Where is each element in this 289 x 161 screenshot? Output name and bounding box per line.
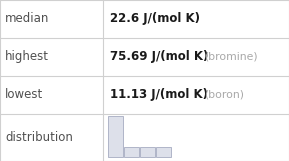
Bar	[156, 147, 171, 157]
Bar	[124, 147, 139, 157]
Text: 75.69 J/(mol K): 75.69 J/(mol K)	[110, 50, 208, 63]
Text: highest: highest	[5, 50, 49, 63]
Text: (boron): (boron)	[204, 90, 244, 100]
Text: 22.6 J/(mol K): 22.6 J/(mol K)	[110, 12, 200, 25]
Text: distribution: distribution	[5, 131, 73, 144]
Text: (bromine): (bromine)	[204, 52, 258, 62]
Text: lowest: lowest	[5, 88, 43, 101]
Bar	[108, 116, 123, 157]
Bar	[140, 147, 155, 157]
Text: 11.13 J/(mol K): 11.13 J/(mol K)	[110, 88, 208, 101]
Text: median: median	[5, 12, 50, 25]
